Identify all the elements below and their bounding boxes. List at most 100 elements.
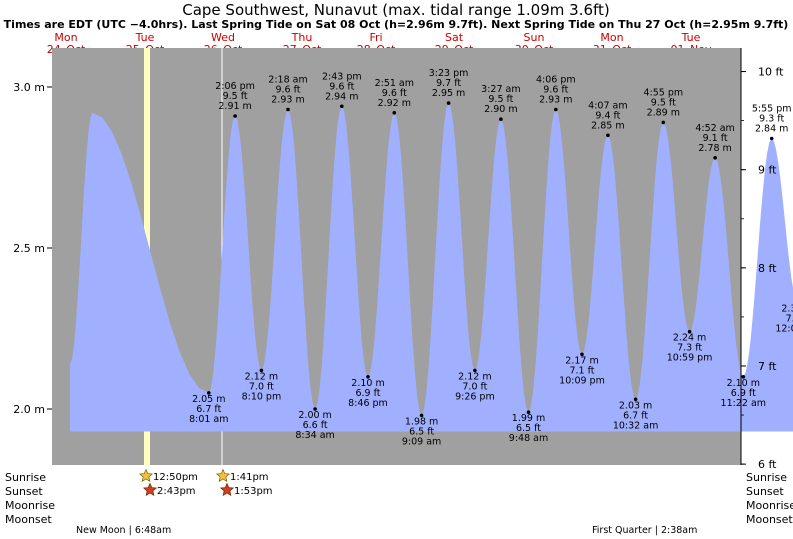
tide-label: 1.99 m (512, 413, 545, 424)
tide-point (687, 329, 692, 334)
right-axis-label: 8 ft (758, 262, 777, 275)
sunset-star-icon (219, 482, 235, 497)
tide-label: 2.93 m (539, 95, 572, 106)
sunrise-star-icon (138, 468, 154, 483)
sunset-time: 2:43pm (157, 486, 196, 497)
tide-label: 2:18 am (268, 75, 307, 86)
tide-label: 2.33 m (781, 304, 793, 315)
tide-label: 2.95 m (432, 88, 465, 99)
tide-label: 9.3 ft (759, 114, 784, 125)
sunset-star-icon (142, 482, 158, 497)
tide-label: 2.03 m (619, 400, 652, 411)
tide-label: 9.5 ft (488, 94, 513, 105)
tide-label: 2.93 m (271, 95, 304, 106)
sunset-time: 1:53pm (234, 486, 273, 497)
tide-label: 2.10 m (351, 378, 384, 389)
tide-label: 9.7 ft (436, 78, 461, 89)
tide-label: 9.5 ft (651, 97, 676, 108)
tide-points: 2.05 m6.7 ft8:01 am 2:06 pm 9.5 ft 2.91 m 2.… (189, 68, 793, 447)
tide-label: 4:52 am (695, 123, 734, 134)
tide-label: 7.3 ft (677, 343, 702, 354)
tide-label: 10:59 pm (667, 353, 713, 364)
chart-subtitle: Times are EDT (UTC −4.0hrs). Last Spring… (4, 18, 789, 31)
day-label-dow: Mon (600, 31, 623, 44)
tide-label: 6.6 ft (303, 420, 328, 431)
left-axis-label: 2.5 m (13, 242, 45, 255)
tide-label: 2.78 m (698, 143, 731, 154)
tide-point (207, 391, 211, 395)
tide-label: 2.12 m (245, 371, 278, 382)
sunrise-star-icon (215, 468, 231, 483)
day-label-dow: Tue (681, 31, 701, 44)
tide-label: 2.92 m (378, 98, 411, 109)
tide-label: 9.4 ft (595, 110, 620, 121)
tide-label: 2.90 m (484, 104, 517, 115)
tide-point (313, 407, 317, 411)
legend-row-labels-right: Sunrise Sunset Moonrise Moonset (746, 471, 793, 526)
tide-label: 3:23 pm (429, 68, 469, 79)
sunrise-time: 12:50pm (153, 472, 198, 483)
moonset-label-right: Moonset (746, 513, 793, 526)
right-axis-label: 9 ft (758, 164, 777, 177)
tide-point (741, 375, 746, 379)
tide-label: 8:01 am (189, 414, 228, 425)
tide-label: 4:55 pm (643, 87, 683, 98)
moonrise-label: Moonrise (5, 499, 55, 512)
day-label-dow: Sat (445, 31, 464, 44)
tide-label: 7.6 ft (786, 314, 793, 325)
left-axis-label: 2.0 m (13, 403, 45, 416)
tide-label: 2.00 m (298, 410, 331, 421)
tide-label: 2.89 m (647, 107, 680, 118)
tide-label: 8:46 pm (348, 398, 388, 409)
tide-label: 9.6 ft (382, 88, 407, 99)
chart-title: Cape Southwest, Nunavut (max. tidal rang… (182, 1, 610, 19)
tide-label: 2:06 pm (215, 81, 255, 92)
tide-label: 2.10 m (727, 378, 760, 389)
tide-point (661, 120, 666, 125)
tide-label: 7.0 ft (462, 381, 487, 392)
tide-label: 2:43 pm (322, 71, 362, 82)
tide-label: 9.1 ft (703, 133, 728, 144)
tide-label: 6.9 ft (731, 388, 756, 399)
tide-label: 2.91 m (218, 101, 251, 112)
day-label-dow: Wed (211, 31, 235, 44)
tide-label: 2.85 m (591, 120, 624, 131)
tide-label: 2.17 m (565, 355, 598, 366)
tide-label: 9.6 ft (543, 85, 568, 96)
tide-point (392, 111, 397, 115)
sunset-label: Sunset (5, 485, 43, 498)
tide-point (633, 397, 638, 402)
day-label-dow: Mon (54, 31, 77, 44)
tide-point (554, 107, 558, 112)
tide-label: 2.05 m (192, 394, 225, 405)
tide-label: 2.94 m (325, 91, 358, 102)
sunset-label-right: Sunset (746, 485, 784, 498)
tide-label: 2.84 m (755, 124, 788, 135)
tide-label: 8:34 am (295, 430, 334, 441)
tide-label: 9:26 pm (455, 391, 495, 402)
tide-label: 2:51 am (375, 78, 414, 89)
day-label-dow: Fri (369, 31, 382, 44)
day-label-dow: Sun (524, 31, 545, 44)
tide-point (286, 107, 290, 112)
tide-label: 5:55 pm (752, 104, 792, 115)
tide-label: 3:27 am (481, 84, 520, 95)
tide-point (233, 114, 237, 118)
day-label-dow: Tue (135, 31, 155, 44)
tide-label: 6.7 ft (196, 404, 221, 415)
sunrise-time: 1:41pm (230, 472, 269, 483)
tide-point (259, 368, 264, 373)
tide-label: 6.9 ft (355, 388, 380, 399)
left-axis: 2.0 m 2.5 m 3.0 m (13, 81, 52, 416)
right-axis-label: 6 ft (758, 458, 777, 471)
tide-point (473, 368, 477, 373)
tide-point (340, 104, 344, 109)
right-axis-label: 7 ft (758, 360, 777, 373)
legend-row-labels-left: Sunrise Sunset Moonrise Moonset (5, 471, 55, 526)
tide-label: 6.5 ft (516, 423, 541, 434)
tide-label: 8:10 pm (242, 391, 282, 402)
tide-label: 1.98 m (405, 416, 438, 427)
moon-phase-new: New Moon | 6:48am (76, 525, 171, 536)
tide-label: 7.1 ft (569, 365, 594, 376)
tide-label: 2.24 m (673, 333, 706, 344)
